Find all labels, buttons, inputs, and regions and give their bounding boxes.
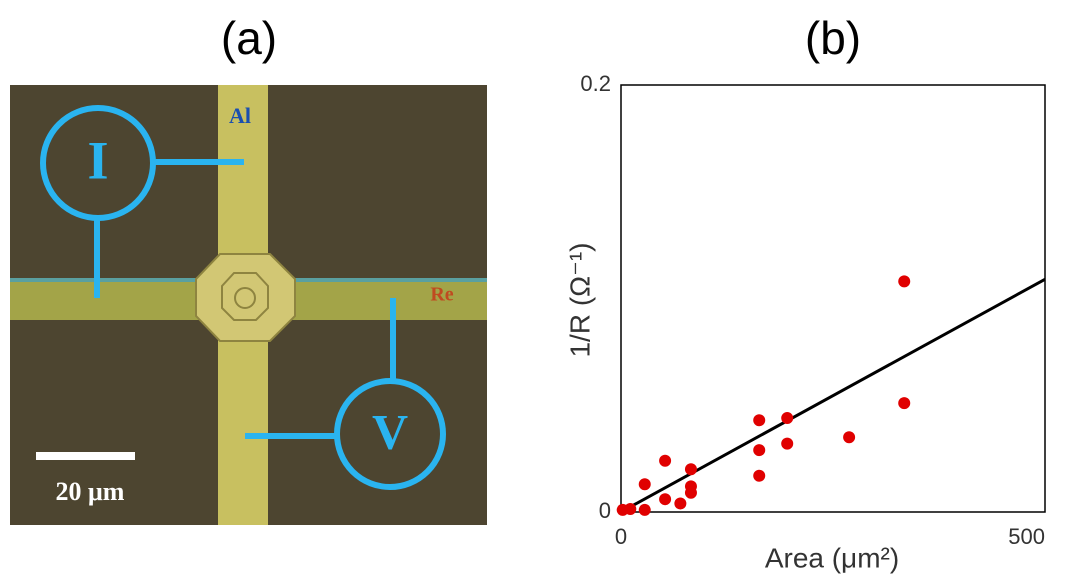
x-tick-label: 0 (615, 524, 627, 549)
data-point (616, 503, 629, 516)
panel-label: (a) (221, 12, 277, 64)
data-point (753, 414, 766, 427)
data-point (898, 397, 911, 410)
wire-label: Al (229, 103, 251, 128)
fit-line (620, 277, 1046, 514)
junction-via (234, 287, 256, 309)
y-axis-label: 1/R (Ω⁻¹) (564, 242, 595, 357)
y-tick-label: 0.2 (580, 71, 611, 96)
data-point (781, 412, 794, 425)
data-point (659, 493, 672, 506)
data-point (753, 444, 766, 457)
data-point (684, 463, 697, 476)
x-axis-label: Area (μm²) (765, 542, 899, 573)
y-tick-label: 0 (599, 498, 611, 523)
meter-label: V (372, 403, 408, 459)
data-point (843, 431, 856, 444)
data-point (898, 275, 911, 288)
plot-frame (620, 84, 1046, 513)
data-point (659, 454, 672, 467)
data-point (638, 478, 651, 491)
junction (195, 253, 296, 342)
meter-label: I (87, 130, 108, 190)
data-point (781, 437, 794, 450)
data-point (684, 486, 697, 499)
data-point (753, 469, 766, 482)
data-point (638, 503, 651, 516)
chart-title: (b) (805, 12, 861, 64)
scale-bar (36, 452, 135, 460)
micrograph (10, 85, 487, 525)
x-tick-label: 500 (1008, 524, 1045, 549)
wire-label: Re (430, 284, 453, 306)
junction-inner (221, 272, 269, 321)
scale-label: 20 μm (56, 477, 125, 506)
data-point (674, 497, 687, 510)
